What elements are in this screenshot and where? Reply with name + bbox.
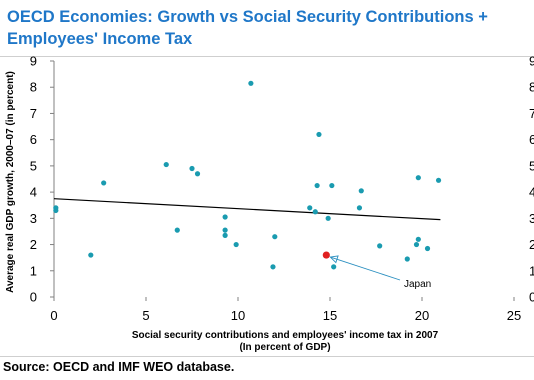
y-tick-label-right: 7 — [529, 106, 534, 121]
y-tick-label: 0 — [30, 290, 37, 305]
chart-frame — [0, 56, 534, 357]
x-tick-label: 20 — [415, 308, 429, 323]
data-point — [424, 245, 431, 252]
y-tick-label: 4 — [30, 185, 37, 200]
x-tick-label: 10 — [231, 308, 245, 323]
data-point — [415, 236, 421, 242]
data-point — [377, 243, 383, 249]
data-point — [174, 227, 180, 233]
y-tick-label-right: 9 — [529, 54, 534, 69]
chart-title: OECD Economies: Growth vs Social Securit… — [7, 8, 488, 48]
y-tick-label: 5 — [30, 158, 37, 173]
data-point — [222, 214, 228, 220]
source-note: Source: OECD and IMF WEO database. — [3, 360, 235, 374]
data-point — [314, 182, 320, 189]
y-tick-label: 3 — [30, 211, 37, 226]
y-tick-label: 9 — [30, 54, 37, 69]
data-point — [272, 234, 278, 240]
data-point — [248, 80, 254, 86]
data-point — [415, 175, 421, 181]
data-point — [331, 264, 337, 270]
data-point — [222, 232, 228, 238]
data-point — [270, 264, 276, 270]
annotation-arrow — [330, 256, 401, 281]
highlight-point-japan — [322, 251, 330, 259]
data-point — [88, 252, 94, 258]
data-point — [163, 161, 169, 168]
y-tick-label: 8 — [30, 80, 37, 95]
data-point — [307, 205, 313, 211]
data-point — [329, 182, 335, 189]
y-tick-label-right: 2 — [529, 237, 534, 252]
data-point — [435, 177, 442, 183]
data-point — [356, 205, 363, 211]
y-tick-label: 2 — [30, 237, 37, 252]
y-tick-label-right: 6 — [529, 132, 534, 147]
annotation-label-japan: Japan — [404, 279, 431, 290]
data-point — [189, 165, 195, 172]
x-tick-label: 0 — [50, 308, 57, 323]
data-point — [101, 180, 107, 186]
data-point — [325, 215, 331, 221]
y-tick-label-right: 0 — [529, 290, 534, 305]
x-tick-label: 15 — [323, 308, 337, 323]
y-tick-label-right: 8 — [529, 80, 534, 95]
data-point — [404, 256, 410, 262]
chart-marks: Japan — [53, 80, 442, 290]
data-point — [316, 131, 322, 138]
data-point — [222, 227, 228, 233]
y-tick-label-right: 1 — [529, 263, 534, 278]
data-point — [413, 241, 420, 248]
data-point — [53, 207, 59, 214]
annotation-arrowhead — [329, 255, 339, 264]
y-tick-label-right: 5 — [529, 158, 534, 173]
data-point — [194, 171, 201, 177]
y-tick-label: 7 — [30, 106, 37, 121]
data-point — [233, 241, 239, 248]
y-axis-label: Average real GDP growth, 2000–07 (in per… — [5, 71, 16, 293]
y-tick-label-right: 3 — [529, 211, 534, 226]
y-tick-label: 1 — [30, 263, 37, 278]
x-axis-label-line2: (In percent of GDP) — [239, 342, 330, 353]
y-tick-label-right: 4 — [529, 185, 534, 200]
axes: 0 01 12 23 34 45 56 67 78 89 90 5 10 15 20 25 — [30, 54, 534, 324]
x-tick-label: 25 — [507, 308, 521, 323]
x-tick-label: 5 — [142, 308, 149, 323]
y-tick-label: 6 — [30, 132, 37, 147]
data-point — [312, 209, 318, 215]
trend-line — [53, 198, 441, 221]
x-axis-label-line1: Social security contributions and employ… — [132, 330, 439, 341]
data-point — [358, 188, 364, 194]
